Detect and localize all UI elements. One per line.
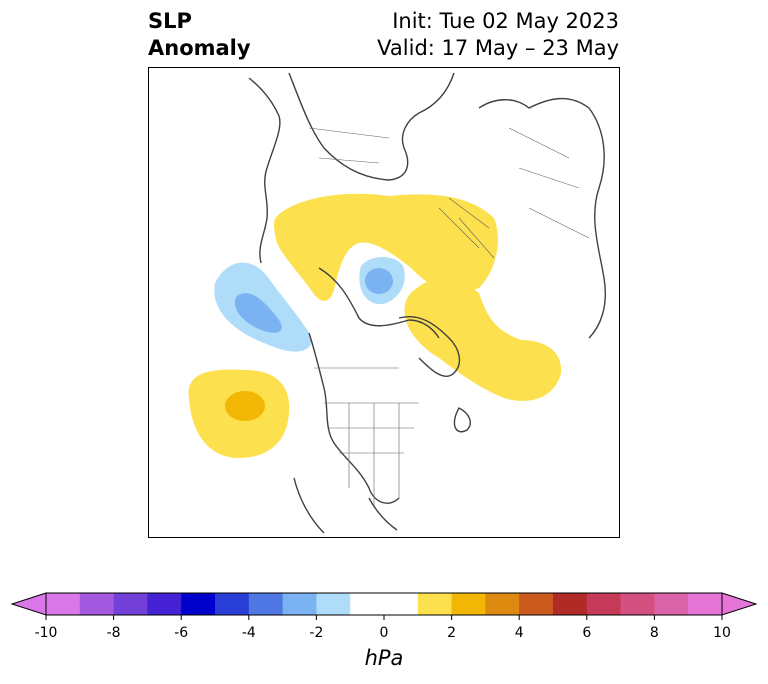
colorbar: [0, 588, 768, 684]
colorbar-segment: [113, 593, 148, 615]
colorbar-segment: [654, 593, 689, 615]
colorbar-tick-label: 8: [649, 625, 659, 641]
colorbar-segment: [620, 593, 655, 615]
colorbar-svg: [10, 592, 758, 620]
colorbar-segment: [350, 593, 385, 615]
gulf-of-alaska-low-core: [234, 293, 282, 333]
colorbar-segment: [46, 593, 81, 615]
north-pacific-high-core: [225, 391, 265, 421]
colorbar-extend-min: [10, 592, 47, 616]
colorbar-segment: [282, 593, 317, 615]
colorbar-segment: [316, 593, 351, 615]
colorbar-segment: [519, 593, 554, 615]
anomaly-map: [148, 67, 620, 538]
colorbar-tick-label: 6: [582, 625, 592, 641]
title-variable: SLP: [148, 9, 192, 33]
colorbar-tick-label: -8: [106, 625, 121, 641]
colorbar-segment: [586, 593, 622, 615]
colorbar-segment: [688, 593, 723, 615]
map-dates: Init: Tue 02 May 2023 Valid: 17 May – 23…: [377, 8, 619, 62]
colorbar-segment: [485, 593, 520, 615]
map-canvas: [188, 72, 606, 534]
colorbar-tick-label: -10: [34, 625, 58, 641]
political-borders: [308, 127, 590, 508]
arctic-low-core: [365, 268, 393, 294]
colorbar-extend-max: [721, 592, 758, 616]
colorbar-segment: [248, 593, 284, 615]
colorbar-segment: [553, 593, 588, 615]
colorbar-segment: [181, 593, 216, 615]
valid-range: Valid: 17 May – 23 May: [377, 36, 619, 60]
init-date: Init: Tue 02 May 2023: [392, 9, 619, 33]
colorbar-segment: [384, 593, 419, 615]
colorbar-segment: [215, 593, 250, 615]
colorbar-segment: [417, 593, 453, 615]
colorbar-tick-label: 10: [713, 625, 731, 641]
colorbar-tick-label: 2: [447, 625, 457, 641]
colorbar-tick-label: -2: [309, 625, 324, 641]
colorbar-tick-label: 4: [514, 625, 524, 641]
colorbar-segment: [79, 593, 115, 615]
title-type: Anomaly: [148, 36, 251, 60]
eurasia-arctic-high-region: [274, 193, 499, 301]
colorbar-tick-label: 0: [379, 625, 389, 641]
map-title: SLP Anomaly: [148, 8, 251, 62]
greenland-atlantic-high-region: [404, 278, 562, 401]
colorbar-tick-label: -6: [174, 625, 189, 641]
colorbar-segment: [147, 593, 182, 615]
colorbar-segment: [451, 593, 486, 615]
coastlines: [248, 72, 606, 534]
colorbar-tick-label: -4: [241, 625, 256, 641]
colorbar-unit: hPa: [364, 646, 404, 670]
